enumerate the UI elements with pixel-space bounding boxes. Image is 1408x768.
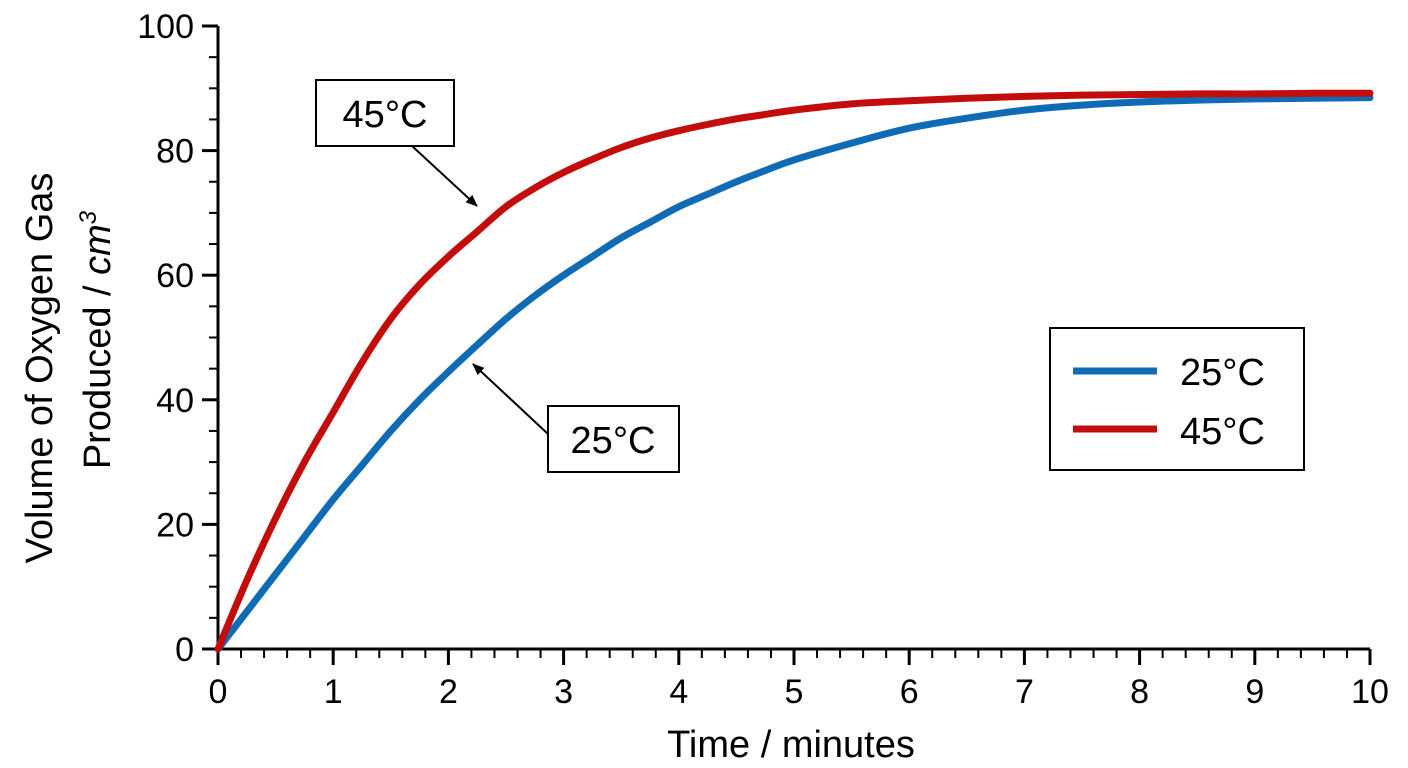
annotation-25c-text: 25°C — [571, 420, 656, 462]
x-tick-label: 7 — [1015, 673, 1034, 711]
annotation-45c-text: 45°C — [343, 94, 428, 136]
x-tick-label: 9 — [1245, 673, 1264, 711]
x-tick-label: 6 — [900, 673, 919, 711]
x-axis-title: Time / minutes — [667, 724, 915, 766]
legend-box — [1049, 327, 1305, 471]
series-group — [214, 89, 1374, 653]
x-tick-label: 5 — [785, 673, 804, 711]
legend-label-45c: 45°C — [1180, 411, 1265, 453]
series-line-45c — [214, 89, 1374, 653]
y-tick-label: 80 — [156, 133, 194, 171]
x-tick-label: 10 — [1351, 673, 1389, 711]
annotation-25c: 25°C — [472, 363, 680, 473]
y-axis-title-unit: cm — [77, 224, 119, 275]
y-tick-label: 100 — [137, 8, 194, 46]
y-ticks: 0 20 40 60 80 100 — [137, 8, 218, 669]
series-line-25c — [214, 94, 1374, 653]
y-tick-label: 0 — [175, 631, 194, 669]
y-axis-title-unit-superscript: 3 — [75, 210, 102, 224]
annotation-25c-box — [547, 405, 680, 473]
x-tick-label: 3 — [554, 673, 573, 711]
y-tick-label: 60 — [156, 257, 194, 295]
annotation-45c: 45°C — [315, 79, 478, 207]
annotation-45c-box — [315, 79, 455, 147]
y-axis-title-line1: Volume of Oxygen Gas — [19, 173, 61, 564]
x-tick-label: 2 — [439, 673, 458, 711]
y-minor-ticks — [209, 56, 218, 619]
y-axis-title-line2: Produced / cm3 — [75, 210, 119, 469]
legend-label-25c: 25°C — [1180, 352, 1265, 394]
x-tick-label: 0 — [209, 673, 228, 711]
x-tick-label: 8 — [1130, 673, 1149, 711]
y-tick-label: 20 — [156, 506, 194, 544]
legend: 25°C 45°C — [1049, 327, 1305, 471]
y-axis-title-prefix: Produced / — [77, 275, 119, 469]
x-minor-ticks — [240, 649, 1348, 658]
y-tick-label: 40 — [156, 382, 194, 420]
annotation-25c-arrow — [472, 363, 549, 435]
x-tick-label: 1 — [324, 673, 343, 711]
x-tick-label: 4 — [669, 673, 688, 711]
annotation-45c-arrow — [411, 145, 478, 207]
x-ticks: 0 1 2 3 4 5 6 7 8 9 10 — [209, 649, 1389, 711]
